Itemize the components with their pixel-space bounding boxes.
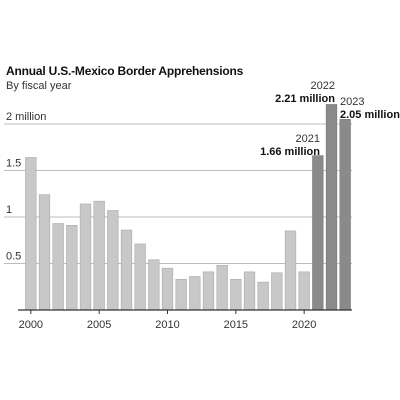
x-tick-label: 2005 bbox=[87, 319, 111, 331]
x-tick-label: 2020 bbox=[292, 319, 316, 331]
bar-2012 bbox=[189, 276, 201, 311]
bar-2010 bbox=[161, 267, 174, 311]
bar-2021 bbox=[312, 155, 324, 311]
bar-2002 bbox=[52, 223, 64, 311]
bar-2017 bbox=[257, 281, 269, 311]
chart-subtitle: By fiscal year bbox=[6, 80, 72, 92]
bar-2007 bbox=[120, 229, 133, 311]
bar-2020 bbox=[298, 271, 310, 311]
bar-2018 bbox=[271, 272, 283, 311]
annotation-year-2022: 2022 bbox=[311, 80, 335, 92]
bar-2023 bbox=[339, 119, 351, 311]
annotation-value-2023: 2.05 million bbox=[340, 109, 400, 121]
bar-2011 bbox=[175, 279, 187, 311]
bar-2013 bbox=[202, 271, 215, 311]
bar-2004 bbox=[79, 203, 92, 311]
y-tick-label: 0.5 bbox=[6, 251, 21, 263]
bar-2014 bbox=[216, 265, 228, 311]
x-tick-label: 2015 bbox=[224, 319, 248, 331]
bar-2001 bbox=[38, 194, 51, 311]
bar-2019 bbox=[284, 230, 297, 311]
bar-2009 bbox=[148, 259, 160, 311]
bar-2016 bbox=[243, 271, 256, 311]
bar-2003 bbox=[66, 225, 78, 311]
y-tick-label: 1 bbox=[6, 204, 12, 216]
annotation-year-2023: 2023 bbox=[340, 96, 364, 108]
annotation-year-2021: 2021 bbox=[296, 133, 320, 145]
chart-title: Annual U.S.-Mexico Border Apprehensions bbox=[6, 64, 244, 78]
bar-2008 bbox=[134, 243, 146, 311]
bar-2015 bbox=[230, 279, 242, 311]
annotation-value-2022: 2.21 million bbox=[275, 93, 335, 105]
annotation-value-2021: 1.66 million bbox=[260, 146, 320, 158]
x-tick-label: 2000 bbox=[19, 319, 43, 331]
x-tick-label: 2010 bbox=[155, 319, 179, 331]
bar-2022 bbox=[325, 104, 338, 311]
bar-2005 bbox=[93, 200, 105, 311]
bar-2000 bbox=[25, 157, 37, 311]
bar-2006 bbox=[107, 210, 119, 311]
y-tick-label: 2 million bbox=[6, 111, 46, 123]
y-tick-label: 1.5 bbox=[6, 158, 21, 170]
